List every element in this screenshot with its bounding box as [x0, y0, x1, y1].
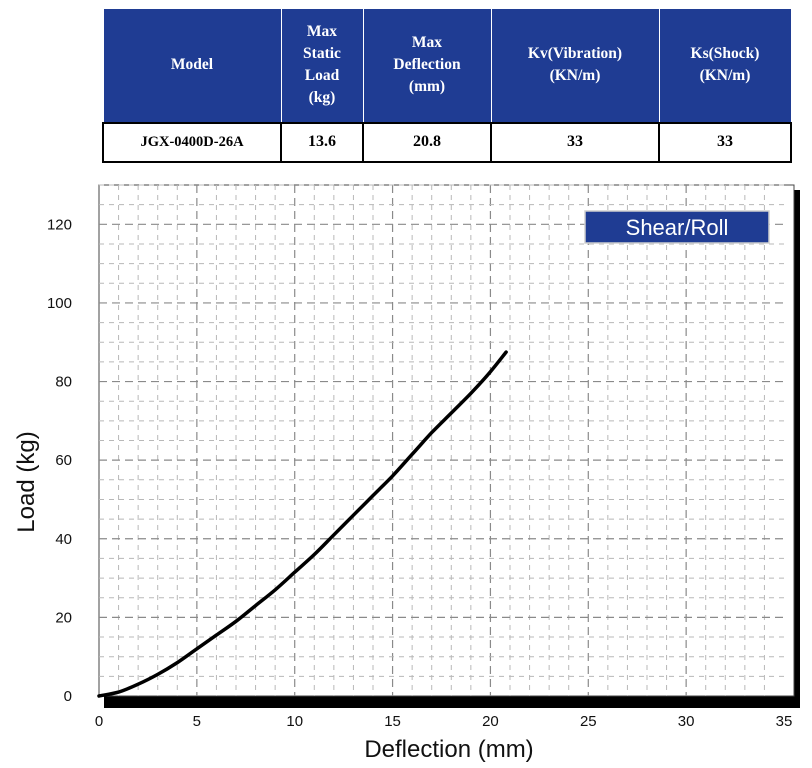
x-tick-label: 0: [95, 713, 103, 730]
header-model: Model: [102, 8, 282, 123]
legend-box: [584, 210, 770, 244]
header-line: (mm): [408, 78, 446, 96]
x-tick-label: 25: [580, 713, 597, 730]
grid: [99, 184, 784, 696]
cell-max-static-load: 13.6: [280, 121, 364, 163]
y-tick-label: 40: [55, 531, 72, 548]
x-tick-label: 30: [678, 713, 695, 730]
x-tick-label: 5: [193, 713, 201, 730]
x-axis-title: Deflection (mm): [364, 736, 533, 763]
header-line: (KN/m): [699, 67, 751, 85]
legend: Shear/Roll: [584, 210, 770, 244]
y-tick-label: 60: [55, 452, 72, 469]
cell-ks: 33: [658, 121, 792, 163]
x-tick-label: 15: [384, 713, 401, 730]
header-ks: Ks(Shock) (KN/m): [658, 8, 792, 123]
header-line: Deflection: [393, 56, 461, 74]
header-model-line: Model: [170, 56, 214, 74]
header-line: (KN/m): [549, 67, 601, 85]
header-line: Load: [304, 67, 340, 85]
series-line-shear-roll: [97, 350, 508, 698]
y-tick-label: 120: [47, 216, 72, 233]
header-line: Ks(Shock): [690, 45, 760, 63]
tick-labels: 0 5 10 15 20 25 30 35 0 20 40 60 80 100 120: [47, 216, 792, 730]
header-line: Max: [306, 23, 338, 41]
table-row: JGX-0400D-26A 13.6 20.8 33 33: [102, 121, 792, 163]
x-tick-label: 35: [776, 713, 793, 730]
plot-area: [98, 184, 795, 697]
series-layer: [97, 350, 508, 698]
cell-kv: 33: [490, 121, 660, 163]
y-tick-label: 20: [55, 609, 72, 626]
x-tick-label: 10: [286, 713, 303, 730]
table-header-row: Model Max Static Load (kg) Max Deflectio…: [102, 8, 792, 123]
y-axis-title: Load (kg): [13, 431, 40, 532]
y-tick-label: 100: [47, 295, 72, 312]
x-tick-label: 20: [482, 713, 499, 730]
y-tick-label: 80: [55, 374, 72, 391]
header-line: Kv(Vibration): [527, 45, 623, 63]
cell-model: JGX-0400D-26A: [102, 121, 282, 163]
spec-table: Model Max Static Load (kg) Max Deflectio…: [102, 8, 792, 163]
header-line: (kg): [308, 89, 336, 107]
header-line: Max: [411, 34, 443, 52]
legend-label: Shear/Roll: [626, 215, 729, 240]
header-max-deflection: Max Deflection (mm): [362, 8, 492, 123]
y-tick-label: 0: [64, 688, 72, 705]
cell-max-deflection: 20.8: [362, 121, 492, 163]
header-line: Static: [303, 45, 341, 63]
